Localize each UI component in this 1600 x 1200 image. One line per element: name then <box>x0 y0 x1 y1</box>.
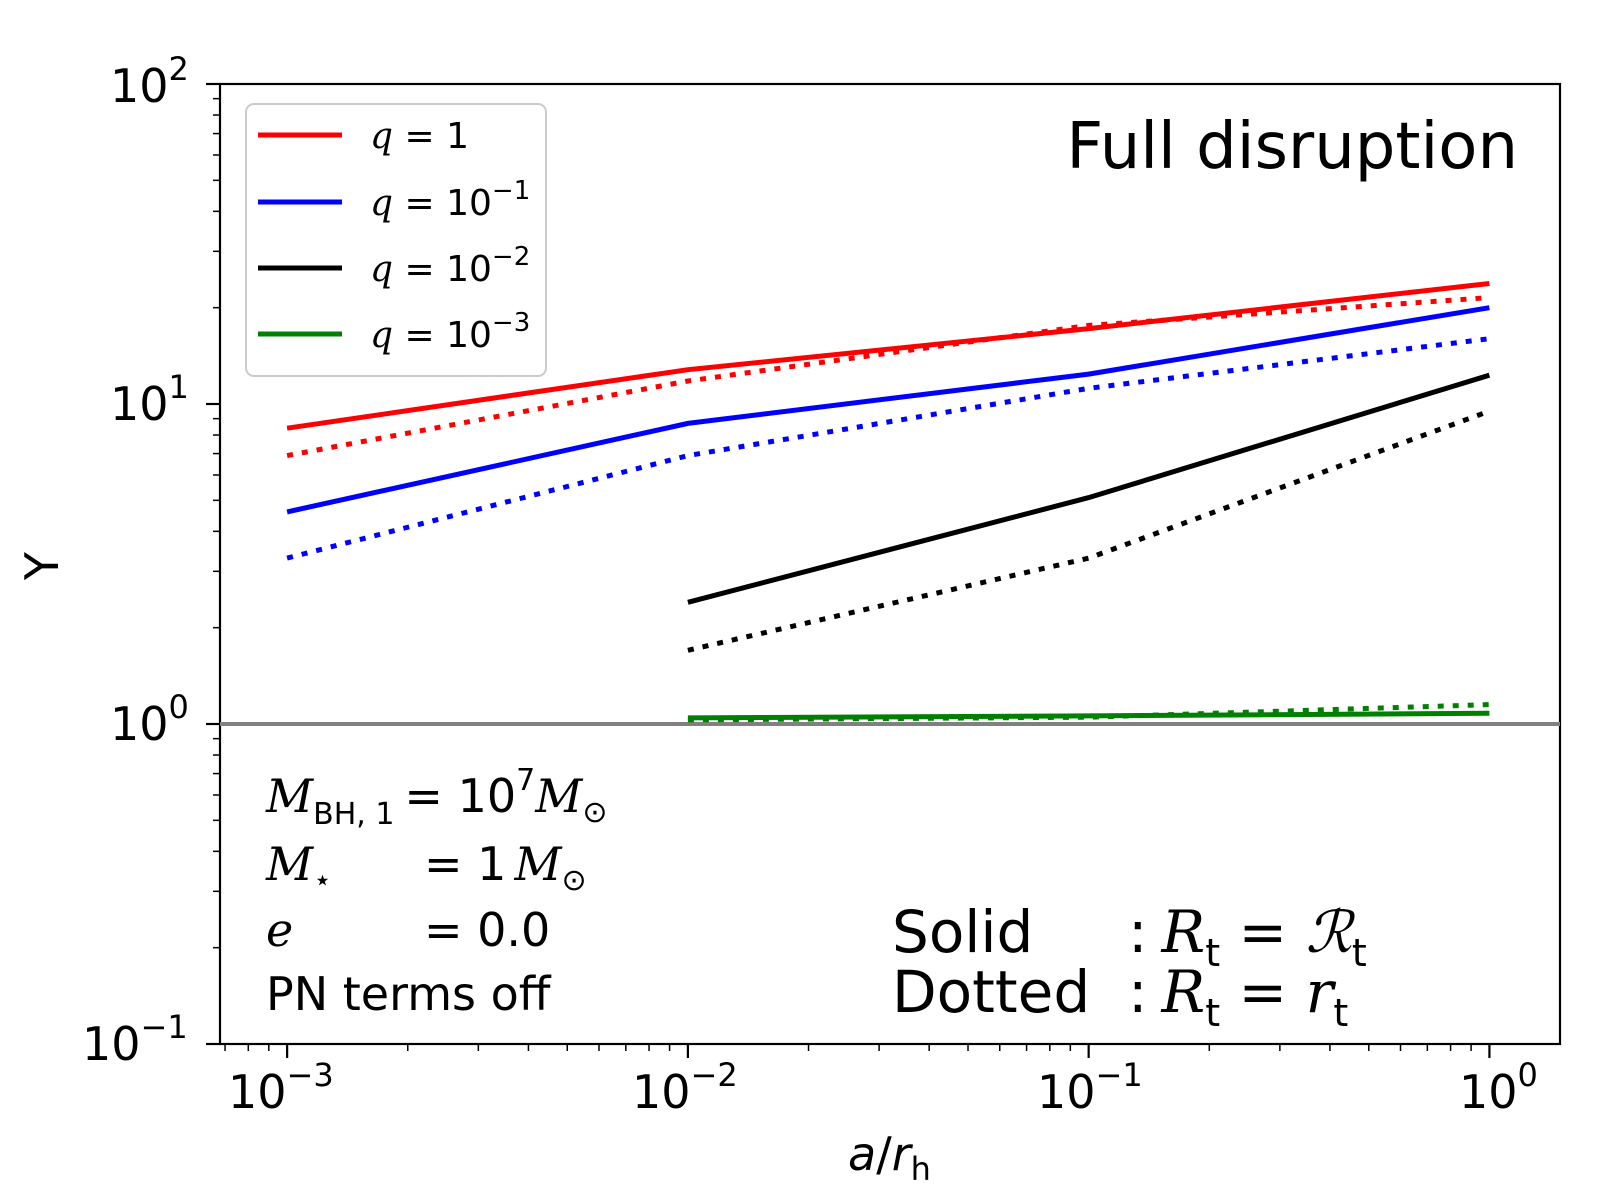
param-mbh: MBH, 1 = 107M⊙ <box>265 763 607 832</box>
dotted-key-word: Dotted <box>892 958 1090 1026</box>
x-tick-label: 10−1 <box>1037 1056 1143 1119</box>
legend-entry-q1: q = 1 <box>370 116 469 157</box>
legend: q = 1 q = 10−1 q = 10−2 q = 10−3 <box>245 103 547 377</box>
x-tick-labels: 10−3 10−2 10−1 100 <box>228 1056 1538 1119</box>
y-tick-label: 100 <box>110 688 189 751</box>
y-tick-label: 10−1 <box>82 1008 188 1071</box>
full-disruption-label: Full disruption <box>1066 110 1518 184</box>
legend-entry-q1e-3: q = 10−3 <box>370 308 530 356</box>
series-line-2 <box>286 305 1490 515</box>
legend-entry-q1e-1: q = 10−1 <box>370 176 530 224</box>
parameter-annotations: MBH, 1 = 107M⊙ M⋆ = 1 M⊙ e = 0.0 PN terms … <box>265 763 607 1021</box>
y-tick-label: 102 <box>110 50 189 113</box>
legend-box <box>245 103 547 377</box>
param-e: e <box>266 903 293 957</box>
series-line-6 <box>687 710 1490 721</box>
series-line-0 <box>286 281 1490 431</box>
line-style-key: Solid : Rt = ℛt Dotted : Rt = rt <box>892 898 1367 1035</box>
param-mstar: M⋆ <box>265 837 332 898</box>
series-line-4 <box>687 372 1491 605</box>
param-pn: PN terms off <box>266 967 552 1021</box>
solid-key-word: Solid <box>892 898 1033 966</box>
legend-entry-q1e-2: q = 10−2 <box>370 242 530 290</box>
y-tick-labels: 10−1 100 101 102 <box>82 50 189 1071</box>
y-axis-label: Υ <box>15 551 69 581</box>
param-e-value: = 0.0 <box>424 903 550 957</box>
series-line-5 <box>687 408 1491 653</box>
y-tick-label: 101 <box>110 368 189 431</box>
x-tick-label: 10−3 <box>228 1056 334 1119</box>
dotted-key-expr: : Rt = rt <box>1128 958 1348 1035</box>
x-tick-label: 10−2 <box>632 1056 738 1119</box>
series-line-3 <box>286 336 1490 561</box>
x-tick-label: 100 <box>1459 1056 1538 1119</box>
x-axis-label: a/rh <box>848 1127 931 1188</box>
solid-key-expr: : Rt = ℛt <box>1128 898 1367 975</box>
axis-ticks <box>206 82 1491 1058</box>
series-lines <box>286 281 1491 723</box>
param-mstar-value: = 1 M⊙ <box>424 837 587 898</box>
